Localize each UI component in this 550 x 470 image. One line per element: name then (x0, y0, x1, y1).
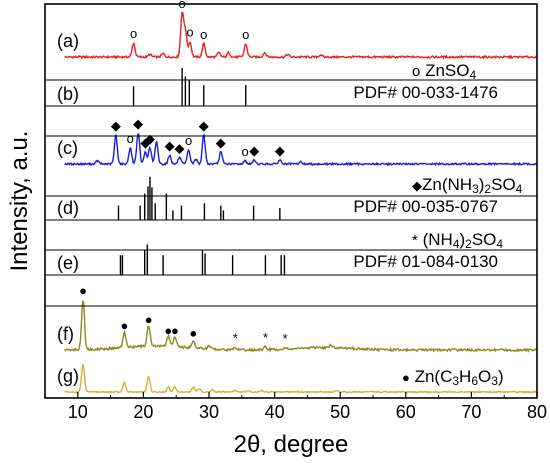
peak-marker: ◆ (165, 138, 175, 153)
reference-pdf: PDF# 01-084-0130 (353, 252, 498, 271)
peak-marker: ◆ (133, 116, 143, 131)
formula-part: SO (472, 230, 497, 249)
formula-part: H (459, 367, 471, 386)
formula-part: 4 (516, 182, 523, 196)
formula-part: SO (491, 175, 516, 194)
plot-frame (44, 3, 538, 399)
peak-marker: ● (164, 323, 172, 338)
peak-marker: ◆ (275, 143, 285, 158)
panel-label: (e) (57, 253, 79, 273)
panel-label: (d) (57, 198, 79, 218)
peak-marker: ◆ (140, 135, 150, 150)
peak-marker: ◆ (199, 118, 209, 133)
formula-part: 4 (453, 237, 460, 251)
peak-marker: ◆ (145, 131, 155, 146)
panel-f: (f)●● ●●● ● * * * (57, 283, 538, 353)
reference-phase: * (NH4)2SO4 (412, 230, 503, 251)
panel-g: (g) (57, 363, 538, 394)
pattern-trace (64, 363, 538, 394)
formula-part: 3 (472, 182, 479, 196)
peak-marker: ● (145, 312, 153, 327)
formula-part: Zn(C (410, 367, 453, 386)
formula-part: 3 (491, 374, 498, 388)
panel-a: (a) ooo o o (57, 0, 538, 60)
panel-label: (a) (57, 31, 79, 51)
panel-label: (g) (57, 366, 79, 386)
formula-part: Zn(NH (422, 175, 472, 194)
formula-part: 3 (452, 374, 459, 388)
peak-marker: ● (171, 323, 179, 338)
formula-part: o (412, 63, 420, 80)
panel-label: (c) (57, 138, 78, 158)
formula-part: 2 (484, 182, 491, 196)
peak-marker: o (127, 131, 134, 146)
formula-part: ZnSO (420, 61, 469, 80)
pattern-trace (64, 133, 538, 167)
peak-marker: ● (120, 318, 128, 333)
x-tick-label: 50 (330, 402, 350, 422)
panel-label: (f) (57, 324, 74, 344)
x-tick-label: 70 (461, 402, 481, 422)
reference-pdf: PDF# 00-035-0767 (353, 197, 498, 216)
formula-part: (NH (418, 230, 453, 249)
peak-marker: ◆ (249, 143, 259, 158)
formula-part: ) (479, 175, 485, 194)
panel-label: (b) (57, 84, 79, 104)
peak-marker: ● (189, 326, 197, 341)
reference-phase: o ZnSO4 (412, 61, 476, 82)
peak-marker: ◆ (216, 135, 226, 150)
peak-marker: ● (79, 283, 87, 298)
pattern-trace (64, 299, 538, 353)
peak-marker: o (186, 25, 193, 40)
x-tick-label: 40 (265, 402, 285, 422)
x-tick-label: 60 (396, 402, 416, 422)
formula-part: ) (459, 230, 465, 249)
peak-marker: o (200, 27, 207, 42)
reference-pdf: PDF# 00-033-1476 (353, 83, 498, 102)
peak-marker: o (130, 26, 137, 41)
formula-part: ) (498, 367, 504, 386)
peak-marker: * (263, 330, 268, 345)
formula-part: * (412, 232, 418, 249)
x-tick-label: 10 (68, 402, 88, 422)
formula-part: 4 (469, 68, 476, 82)
peak-marker: ◆ (174, 141, 184, 156)
peak-marker: o (185, 133, 192, 148)
phase-annotation: ● Zn(C3H6O3) (402, 367, 504, 388)
peak-marker: * (233, 331, 238, 346)
peak-marker: * (283, 331, 288, 346)
formula-part: 6 (471, 374, 478, 388)
formula-part: 4 (496, 237, 503, 251)
y-axis-title: Intensity, a.u. (6, 131, 33, 272)
peak-marker: o (241, 144, 248, 159)
panel-c: (c)◆o◆◆◆ ◆ ◆o◆◆o ◆ ◆ (57, 116, 538, 167)
pattern-trace (64, 11, 538, 60)
x-tick-label: 80 (527, 402, 547, 422)
formula-part: O (478, 367, 491, 386)
x-tick-label: 20 (133, 402, 153, 422)
formula-part: ◆ (412, 178, 422, 193)
peak-marker: o (242, 27, 249, 42)
x-tick-label: 30 (199, 402, 219, 422)
x-axis-title: 2θ, degree (234, 431, 349, 458)
peak-marker: o (178, 0, 185, 11)
peak-marker: ◆ (111, 118, 121, 133)
formula-part: 2 (465, 237, 472, 251)
formula-part: ● (402, 370, 410, 385)
reference-phase: ◆Zn(NH3)2SO4 (412, 175, 523, 196)
